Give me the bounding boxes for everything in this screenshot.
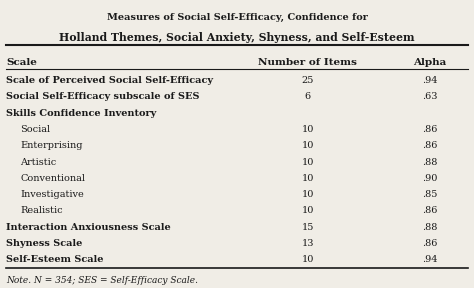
Text: Social Self-Efficacy subscale of SES: Social Self-Efficacy subscale of SES <box>6 92 200 101</box>
Text: Measures of Social Self-Efficacy, Confidence for: Measures of Social Self-Efficacy, Confid… <box>107 13 367 22</box>
Text: .94: .94 <box>422 76 438 85</box>
Text: Investigative: Investigative <box>20 190 84 199</box>
Text: 10: 10 <box>301 158 314 166</box>
Text: 25: 25 <box>301 76 314 85</box>
Text: 10: 10 <box>301 141 314 150</box>
Text: .85: .85 <box>422 190 438 199</box>
Text: Conventional: Conventional <box>20 174 85 183</box>
Text: 10: 10 <box>301 125 314 134</box>
Text: 10: 10 <box>301 174 314 183</box>
Text: Scale of Perceived Social Self-Efficacy: Scale of Perceived Social Self-Efficacy <box>6 76 213 85</box>
Text: 10: 10 <box>301 190 314 199</box>
Text: Realistic: Realistic <box>20 206 63 215</box>
Text: 10: 10 <box>301 206 314 215</box>
Text: Alpha: Alpha <box>414 58 447 67</box>
Text: 10: 10 <box>301 255 314 264</box>
Text: Social: Social <box>20 125 50 134</box>
Text: Artistic: Artistic <box>20 158 56 166</box>
Text: .88: .88 <box>422 223 438 232</box>
Text: Enterprising: Enterprising <box>20 141 83 150</box>
Text: Shyness Scale: Shyness Scale <box>6 239 82 248</box>
Text: 6: 6 <box>305 92 311 101</box>
Text: .94: .94 <box>422 255 438 264</box>
Text: Self-Esteem Scale: Self-Esteem Scale <box>6 255 104 264</box>
Text: .63: .63 <box>422 92 438 101</box>
Text: Interaction Anxiousness Scale: Interaction Anxiousness Scale <box>6 223 171 232</box>
Text: .88: .88 <box>422 158 438 166</box>
Text: Number of Items: Number of Items <box>258 58 357 67</box>
Text: .86: .86 <box>422 239 438 248</box>
Text: 15: 15 <box>301 223 314 232</box>
Text: Holland Themes, Social Anxiety, Shyness, and Self-Esteem: Holland Themes, Social Anxiety, Shyness,… <box>59 32 415 43</box>
Text: 13: 13 <box>301 239 314 248</box>
Text: Note. N = 354; SES = Self-Efficacy Scale.: Note. N = 354; SES = Self-Efficacy Scale… <box>6 276 198 285</box>
Text: .86: .86 <box>422 141 438 150</box>
Text: .90: .90 <box>422 174 438 183</box>
Text: Scale: Scale <box>6 58 37 67</box>
Text: .86: .86 <box>422 125 438 134</box>
Text: Skills Confidence Inventory: Skills Confidence Inventory <box>6 109 156 118</box>
Text: .86: .86 <box>422 206 438 215</box>
